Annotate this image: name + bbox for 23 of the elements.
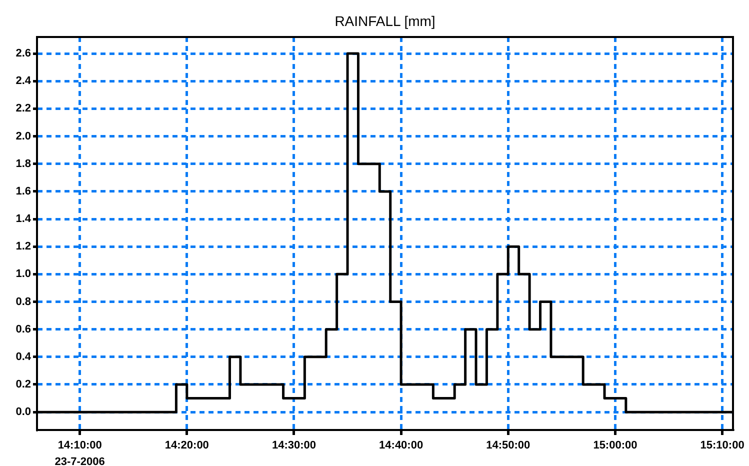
chart-title: RAINFALL [mm] (334, 12, 436, 29)
y-tick-label: 0.2 (16, 378, 31, 391)
y-tick-label: 0.4 (16, 350, 32, 363)
y-tick-label: 2.2 (16, 102, 31, 115)
y-tick-label: 1.0 (16, 268, 31, 280)
x-tick-label: 14:50:00 (486, 440, 530, 452)
y-tick-label: 0.6 (16, 323, 31, 336)
y-tick-label: 1.6 (16, 185, 31, 198)
y-tick-label: 0.0 (16, 406, 31, 418)
y-tick-label: 1.8 (16, 158, 31, 170)
x-tick-label: 14:40:00 (379, 440, 424, 452)
x-tick-label: 15:00:00 (593, 440, 638, 452)
y-tick-label: 0.8 (16, 296, 31, 308)
x-tick-label: 14:10:00 (58, 440, 102, 452)
text: 23-7-2006 (54, 456, 105, 466)
x-tick-label: 14:20:00 (164, 440, 209, 452)
y-tick-label: 1.4 (16, 213, 32, 226)
y-tick-label: 2.4 (16, 75, 32, 88)
x-tick-label: 15:10:00 (700, 440, 744, 452)
y-tick-label: 1.2 (16, 240, 31, 253)
x-tick-label: 14:30:00 (272, 440, 316, 452)
y-tick-label: 2.0 (16, 130, 31, 142)
y-tick-label: 2.6 (16, 48, 31, 60)
